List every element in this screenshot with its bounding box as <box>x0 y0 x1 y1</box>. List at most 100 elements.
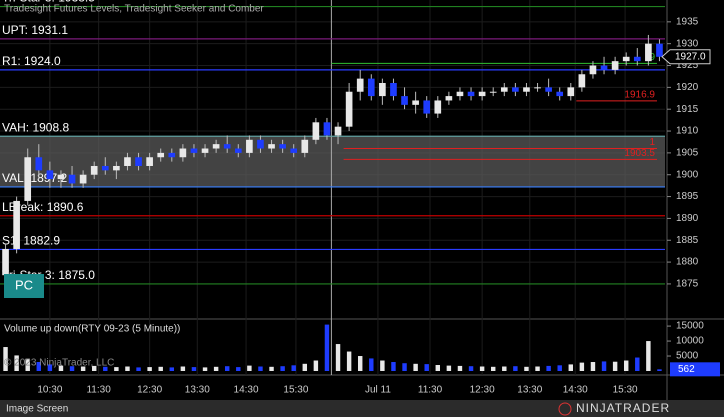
volume-bar <box>169 367 175 371</box>
volume-bar <box>191 367 197 371</box>
volume-bar <box>25 358 30 371</box>
volume-bar <box>646 341 651 371</box>
candle-body <box>356 78 364 92</box>
volume-bar <box>236 367 241 371</box>
candle-body <box>489 91 497 93</box>
y-tick-label: 1880 <box>676 257 699 268</box>
volume-bar <box>535 366 540 371</box>
candle-body <box>2 248 9 276</box>
candle-body <box>179 148 187 158</box>
y-tick-label: 1895 <box>676 191 699 202</box>
volume-bar <box>280 366 285 371</box>
x-tick-label: 11:30 <box>86 385 111 396</box>
volume-bar <box>346 351 352 371</box>
x-tick-label: 12:30 <box>137 385 162 396</box>
y-tick-label: 1935 <box>676 16 699 27</box>
volume-tag-label: 562 <box>678 364 695 375</box>
y-tick-label: 1915 <box>676 104 699 115</box>
price-tag-label: 1927.0 <box>675 51 706 62</box>
candle-body <box>633 56 641 62</box>
volume-bar <box>247 365 252 371</box>
volume-bar <box>324 324 330 371</box>
y-tick-label: 10000 <box>676 336 704 347</box>
candle-body <box>246 139 253 153</box>
level-label: VAH: 1908.8 <box>2 120 69 134</box>
status-text: Image Screen <box>6 404 68 415</box>
volume-bar <box>47 364 53 371</box>
pc-button-label: PC <box>15 277 33 292</box>
x-tick-label: 13:30 <box>185 385 210 396</box>
volume-bar <box>524 366 529 371</box>
candle-body <box>201 148 209 153</box>
candle-body <box>656 43 663 57</box>
candle-body <box>512 87 519 92</box>
x-tick-label: Jul 11 <box>365 385 391 396</box>
candle-body <box>334 126 342 136</box>
candle-body <box>68 174 76 184</box>
candle-body <box>611 61 619 70</box>
level-label: UPT: 1931.1 <box>2 23 68 37</box>
y-tick-label: 1900 <box>676 169 699 180</box>
candle-body <box>124 157 131 166</box>
logo-text: NINJATRADER <box>576 401 670 415</box>
candle-body <box>101 165 109 171</box>
volume-bar <box>380 360 385 371</box>
x-tick-label: 11:30 <box>418 385 443 396</box>
x-tick-label: 13:30 <box>517 385 542 396</box>
level-label: Tri-Star 3: 1938.5 <box>2 0 95 5</box>
pc-button[interactable] <box>4 274 44 298</box>
volume-bar <box>14 355 19 371</box>
candle-body <box>567 87 575 97</box>
volume-bar <box>258 366 263 371</box>
volume-bar <box>391 362 396 371</box>
volume-bar <box>623 360 629 371</box>
volume-bar <box>114 367 119 371</box>
candle-body <box>367 78 375 97</box>
x-tick-label: 14:30 <box>563 385 588 396</box>
candle-body <box>79 174 87 184</box>
volume-bar <box>601 361 607 371</box>
volume-bar <box>291 365 296 371</box>
volume-bar <box>590 362 596 371</box>
x-tick-label: 14:30 <box>234 385 259 396</box>
price-tag <box>661 49 711 65</box>
level-label: S1: 1882.9 <box>2 234 60 248</box>
volume-bar <box>224 366 230 371</box>
volume-bar <box>402 363 407 371</box>
y-tick-label: 1890 <box>676 213 699 224</box>
candle-body <box>600 65 608 70</box>
volume-bar <box>158 366 163 371</box>
signal-label: 1916.9 <box>624 90 655 101</box>
volume-bar <box>369 358 374 371</box>
volume-bar <box>213 366 219 371</box>
candle-body <box>13 200 20 249</box>
volume-bar <box>91 365 97 371</box>
volume-bar <box>635 357 640 371</box>
candle-body <box>478 91 486 97</box>
volume-bar <box>69 366 75 371</box>
candle-body <box>212 144 220 149</box>
candle-body <box>268 144 275 149</box>
y-tick-label: 5000 <box>676 351 699 362</box>
candle-body <box>257 139 264 149</box>
candle-body <box>578 74 586 88</box>
chart-title: Tradesight Futures Levels, Tradesight Se… <box>4 4 264 15</box>
candle-body <box>234 148 242 153</box>
volume-title: Volume up down(RTY 09-23 (5 Minute)) <box>4 324 180 335</box>
candle-body <box>434 100 442 114</box>
candle-body <box>57 174 65 180</box>
candle-body <box>190 148 198 153</box>
candle-body <box>113 165 120 171</box>
copyright: © 2023 NinjaTrader, LLC <box>4 358 114 369</box>
candle-body <box>390 82 397 97</box>
volume-bar <box>479 366 485 371</box>
volume-bar <box>3 347 8 371</box>
volume-bar <box>58 365 64 371</box>
volume-bar <box>513 366 518 371</box>
y-tick-label: 1920 <box>676 82 699 93</box>
level-label: LBreak: 1890.6 <box>2 200 84 214</box>
candle-body <box>290 148 298 153</box>
candle-body <box>146 157 153 166</box>
x-tick-label: 12:30 <box>470 385 495 396</box>
